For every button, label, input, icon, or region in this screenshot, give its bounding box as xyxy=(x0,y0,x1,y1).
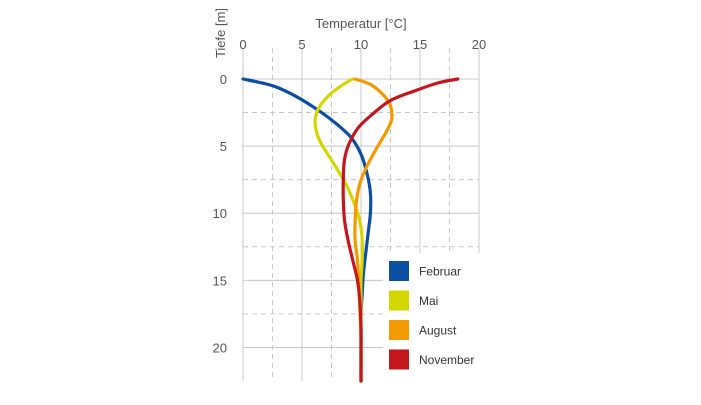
chart-legend: Februar Mai August November xyxy=(383,253,487,381)
y-tick-label-3: 15 xyxy=(213,273,227,288)
chart-series xyxy=(241,77,460,383)
series-line-november xyxy=(341,77,460,383)
y-tick-label-1: 5 xyxy=(220,139,227,154)
x-tick-label-1: 5 xyxy=(298,37,305,52)
legend-label-november: November xyxy=(419,353,474,367)
legend-label-mai: Mai xyxy=(419,294,438,308)
x-axis-title: Temperatur [°C] xyxy=(315,16,406,31)
x-tick-label-4: 20 xyxy=(472,37,486,52)
chart-tick-labels: 0 5 10 15 20 0 5 10 15 20 xyxy=(213,37,487,355)
legend-swatch-mai xyxy=(389,290,409,311)
y-tick-label-0: 0 xyxy=(220,72,227,87)
legend-swatch-november xyxy=(389,349,409,370)
x-tick-label-2: 10 xyxy=(354,37,368,52)
y-tick-label-2: 10 xyxy=(213,206,227,221)
legend-swatch-august xyxy=(389,320,409,340)
legend-label-februar: Februar xyxy=(419,265,461,279)
series-line-februar xyxy=(241,77,373,383)
legend-swatch-februar xyxy=(389,261,409,281)
y-axis-title: Tiefe [m] xyxy=(213,8,228,58)
series-line-mai xyxy=(313,77,365,383)
x-tick-label-0: 0 xyxy=(239,37,246,52)
x-tick-label-3: 15 xyxy=(413,37,427,52)
y-tick-label-4: 20 xyxy=(213,340,227,355)
legend-label-august: August xyxy=(419,324,457,338)
